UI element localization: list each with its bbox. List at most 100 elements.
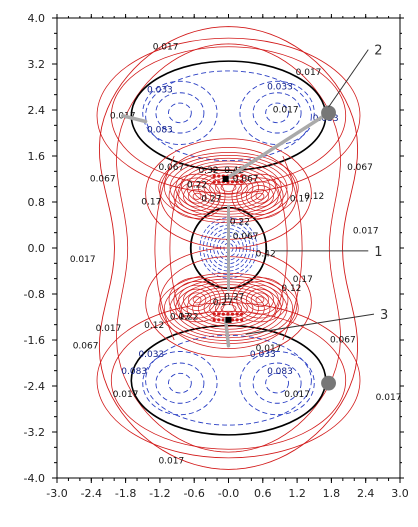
- atom-marker: [321, 375, 336, 391]
- positive-contour: [282, 155, 303, 341]
- negative-contour: [265, 102, 289, 124]
- contour-label: 0.22: [230, 218, 250, 228]
- contour-label: 0.27: [201, 195, 221, 205]
- envelope-contour: [98, 26, 359, 470]
- y-tick-label: -2.4: [24, 380, 45, 393]
- positive-contour: [197, 172, 260, 204]
- positive-contour: [250, 188, 270, 204]
- contour-label: 0.033: [250, 350, 276, 360]
- x-tick-label: 3.0: [391, 487, 409, 500]
- y-tick-label: 0.8: [28, 196, 46, 209]
- negative-contour: [155, 92, 205, 134]
- positive-contour: [192, 296, 202, 304]
- positive-contour: [245, 288, 274, 311]
- positive-peak-dot: [217, 318, 221, 322]
- positive-contour: [273, 178, 288, 318]
- negative-contour: [252, 92, 302, 134]
- callout-label: 2: [374, 44, 382, 59]
- positive-contour: [255, 296, 265, 304]
- x-tick-label: -2.4: [81, 487, 102, 500]
- positive-peak-dot: [235, 312, 239, 316]
- contour-label: 0.017: [284, 390, 310, 400]
- atom-marker: [225, 316, 232, 323]
- contour-label: 0.017: [376, 393, 402, 403]
- callout-label: 3: [380, 308, 388, 323]
- negative-contour: [155, 362, 205, 404]
- contour-label: 0.32: [198, 166, 218, 176]
- positive-peak-dot: [221, 312, 225, 316]
- positive-contour: [169, 178, 184, 318]
- contour-label: 0.42: [224, 166, 244, 176]
- contour-label: 0.017: [153, 42, 179, 52]
- contour-label: 0.12: [304, 192, 324, 202]
- contour-label: 0.42: [256, 249, 276, 259]
- positive-contour: [96, 302, 361, 459]
- y-tick-label: 0.0: [28, 242, 46, 255]
- positive-contour: [173, 177, 221, 215]
- x-tick-label: -1.2: [149, 487, 170, 500]
- contour-label: 0.033: [147, 85, 173, 95]
- negative-contour: [142, 351, 218, 416]
- contour-lines: [96, 26, 361, 470]
- contour-label: 0.067: [330, 336, 356, 346]
- axes: -3.0 -2.4 -1.8 -1.2 -0.6 -0.0 0.6 1.2 1.8 2.4 3.0 4…: [24, 12, 409, 500]
- positive-contour: [183, 288, 212, 311]
- positive-contour: [187, 292, 207, 308]
- positive-contour: [236, 177, 284, 215]
- positive-contour: [168, 277, 226, 323]
- positive-peak-dot: [230, 180, 235, 184]
- positive-peak-dot: [230, 318, 235, 322]
- y-tick-label: 2.4: [28, 104, 46, 117]
- contour-label: 0.017: [273, 106, 299, 116]
- contour-label: 0.067: [90, 175, 116, 185]
- positive-peak-dot: [235, 318, 239, 322]
- contour-label: 0.17: [290, 195, 310, 205]
- atom-marker: [321, 105, 336, 121]
- bond-line: [223, 318, 231, 348]
- positive-peak-dot: [240, 318, 244, 322]
- contour-label: 0.083: [121, 367, 147, 377]
- contour-label: 0.083: [147, 126, 173, 136]
- positive-contour: [168, 173, 226, 219]
- contour-label: 0.27: [224, 292, 244, 302]
- contour-label: 0.017: [256, 344, 282, 354]
- x-tick-label: -0.6: [183, 487, 204, 500]
- atoms-and-bonds: [120, 105, 336, 391]
- contour-label: 0.017: [158, 456, 184, 466]
- positive-contour: [187, 188, 207, 204]
- positive-peak-dot: [212, 318, 216, 322]
- x-tick-label: 1.2: [288, 487, 306, 500]
- y-tick-label: -0.8: [24, 288, 45, 301]
- contour-label: 0.27: [213, 298, 233, 308]
- contour-label: 0.033: [267, 83, 293, 93]
- contour-label: 0.017: [96, 324, 122, 334]
- positive-contour: [220, 183, 237, 192]
- positive-contour: [241, 284, 279, 315]
- y-tick-label: 4.0: [28, 12, 46, 25]
- positive-contour: [183, 185, 212, 208]
- positive-peak-dot: [230, 312, 235, 316]
- negative-contour: [239, 80, 315, 145]
- callouts: 1 2 3: [245, 44, 388, 335]
- y-tick-label: 3.2: [28, 58, 46, 71]
- x-tick-label: -0.0: [218, 487, 239, 500]
- positive-peak-dot: [217, 312, 221, 316]
- positive-contour: [96, 37, 361, 194]
- x-tick-label: -1.8: [115, 487, 136, 500]
- negative-contour: [168, 102, 192, 124]
- positive-contour: [178, 284, 216, 315]
- contour-label: 0.17: [293, 275, 313, 285]
- contour-label: 0.067: [158, 163, 184, 173]
- contour-label: 0.017: [113, 390, 139, 400]
- y-tick-label: 1.6: [28, 150, 46, 163]
- positive-contour: [241, 181, 279, 212]
- positive-contour: [110, 310, 347, 450]
- positive-peak-dot: [235, 180, 239, 184]
- negative-contour: [213, 231, 244, 265]
- contour-label: 0.17: [170, 313, 190, 323]
- contour-label: 0.033: [138, 350, 164, 360]
- positive-peak-dot: [240, 180, 244, 184]
- y-tick-label: -3.2: [24, 426, 45, 439]
- x-tick-label: 0.6: [254, 487, 272, 500]
